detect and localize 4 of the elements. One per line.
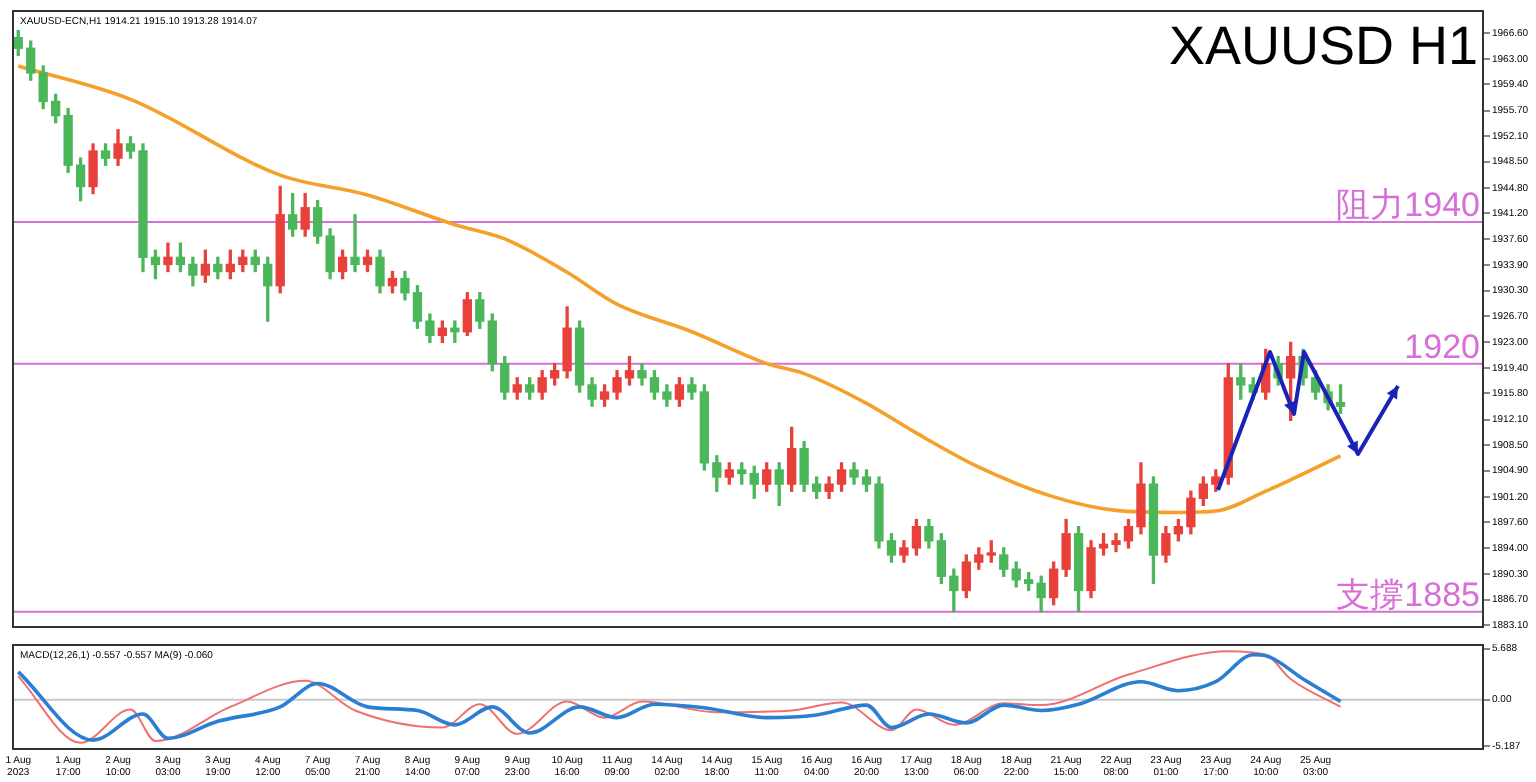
ref-line-label: 阻力1940 — [1336, 185, 1480, 224]
ref-line-label: 1920 — [1404, 327, 1480, 366]
ref-line-label: 支撐1885 — [1336, 575, 1480, 614]
chart-title: XAUUSD H1 — [1168, 15, 1478, 76]
